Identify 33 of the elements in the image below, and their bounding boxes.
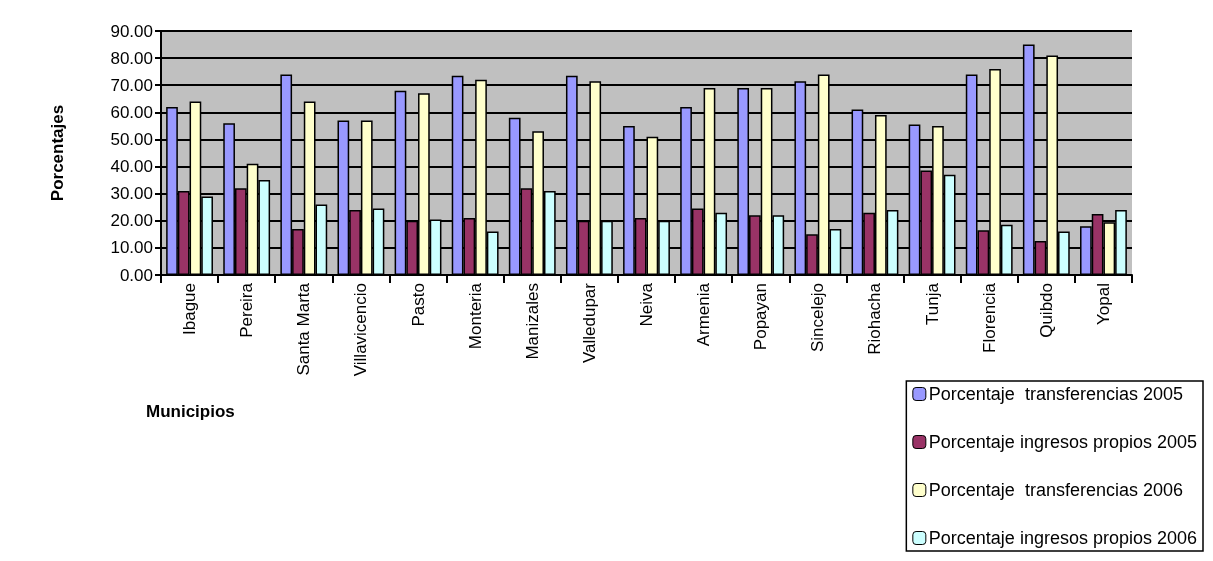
x-tick-label: Quibdo: [1036, 283, 1056, 338]
legend-label: Porcentaje ingresos propios 2006: [928, 528, 1197, 548]
legend-label: Porcentaje transferencias 2005: [928, 384, 1183, 404]
x-tick-label: Popayan: [751, 283, 771, 351]
x-tick-label: Monteria: [465, 282, 485, 350]
x-tick-label: Valledupar: [579, 282, 599, 364]
x-tick-label: Manizales: [522, 283, 542, 360]
y-tick-label: 50.00: [110, 129, 153, 149]
x-tick-label: Santa Marta: [294, 282, 314, 376]
y-tick-label: 70.00: [110, 75, 153, 95]
x-tick-label: Florencia: [979, 282, 999, 353]
y-tick-label: 30.00: [110, 184, 153, 204]
y-tick-label: 80.00: [110, 48, 153, 68]
x-tick-label: Yopal: [1093, 283, 1113, 325]
y-tick-label: 90.00: [110, 21, 153, 41]
x-tick-label: Ibague: [180, 283, 200, 335]
y-tick-label: 0.00: [119, 265, 153, 285]
y-tick-label: 60.00: [110, 102, 153, 122]
x-tick-label: Pereira: [237, 282, 257, 338]
y-tick-label: 20.00: [110, 211, 153, 231]
x-tick-label: Riohacha: [865, 282, 885, 355]
x-tick-label: Tunja: [922, 282, 942, 325]
y-tick-label: 40.00: [110, 157, 153, 177]
legend-label: Porcentaje transferencias 2006: [928, 480, 1183, 500]
legend-label: Porcentaje ingresos propios 2005: [928, 432, 1197, 452]
x-tick-label: Sincelejo: [808, 283, 828, 352]
y-axis-title: Porcentajes: [48, 104, 67, 202]
x-tick-label: Neiva: [637, 282, 656, 327]
x-tick-label: Armenia: [694, 282, 714, 347]
x-tick-label: Villavicencio: [351, 283, 371, 377]
y-tick-label: 10.00: [110, 238, 153, 258]
x-tick-label: Pasto: [408, 283, 428, 327]
x-axis-title: Municipios: [146, 402, 235, 421]
